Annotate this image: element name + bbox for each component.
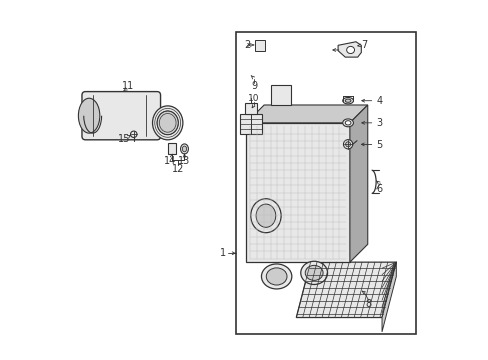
FancyBboxPatch shape	[82, 91, 160, 140]
Ellipse shape	[345, 121, 350, 125]
Polygon shape	[337, 42, 361, 57]
Ellipse shape	[261, 264, 291, 289]
Ellipse shape	[300, 261, 327, 284]
Ellipse shape	[250, 199, 281, 233]
Ellipse shape	[152, 106, 183, 140]
Text: 8: 8	[365, 299, 371, 309]
Text: 13: 13	[178, 157, 190, 166]
Ellipse shape	[342, 119, 353, 127]
Ellipse shape	[157, 111, 178, 135]
Text: 12: 12	[171, 163, 183, 174]
Text: 2: 2	[244, 40, 250, 50]
Text: 4: 4	[376, 96, 382, 106]
Text: 1: 1	[220, 248, 225, 258]
Text: 7: 7	[361, 40, 367, 50]
Ellipse shape	[180, 144, 188, 154]
Text: 14: 14	[164, 157, 176, 166]
Text: 6: 6	[376, 184, 382, 194]
Ellipse shape	[182, 146, 186, 152]
Ellipse shape	[305, 265, 323, 280]
Ellipse shape	[130, 131, 137, 138]
Bar	[271, 85, 290, 105]
Bar	[235, 32, 415, 334]
Ellipse shape	[78, 98, 100, 133]
Ellipse shape	[346, 46, 354, 54]
Ellipse shape	[266, 268, 286, 285]
Ellipse shape	[345, 99, 350, 102]
Ellipse shape	[256, 204, 275, 227]
Text: 9: 9	[250, 81, 257, 91]
Bar	[246, 123, 349, 262]
Bar	[244, 103, 256, 114]
Bar	[240, 114, 261, 134]
Ellipse shape	[343, 140, 352, 149]
Polygon shape	[381, 262, 395, 332]
Polygon shape	[349, 105, 367, 262]
Text: 3: 3	[376, 118, 382, 128]
Text: 10: 10	[248, 94, 259, 103]
Text: 5: 5	[376, 140, 382, 150]
Bar	[254, 40, 264, 51]
Text: 11: 11	[122, 81, 134, 91]
Bar	[168, 143, 176, 154]
Ellipse shape	[345, 142, 350, 147]
Ellipse shape	[342, 98, 353, 104]
Text: 15: 15	[118, 134, 130, 144]
Polygon shape	[246, 105, 367, 123]
Polygon shape	[296, 262, 395, 318]
